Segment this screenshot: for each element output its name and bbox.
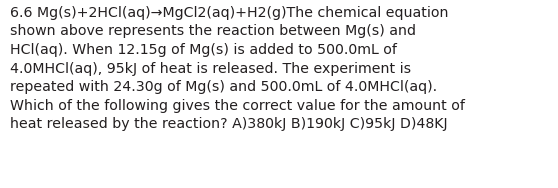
Text: 6.6 Mg(s)+2HCl(aq)→MgCl2(aq)+H2(g)The chemical equation
shown above represents t: 6.6 Mg(s)+2HCl(aq)→MgCl2(aq)+H2(g)The ch… xyxy=(10,6,465,131)
